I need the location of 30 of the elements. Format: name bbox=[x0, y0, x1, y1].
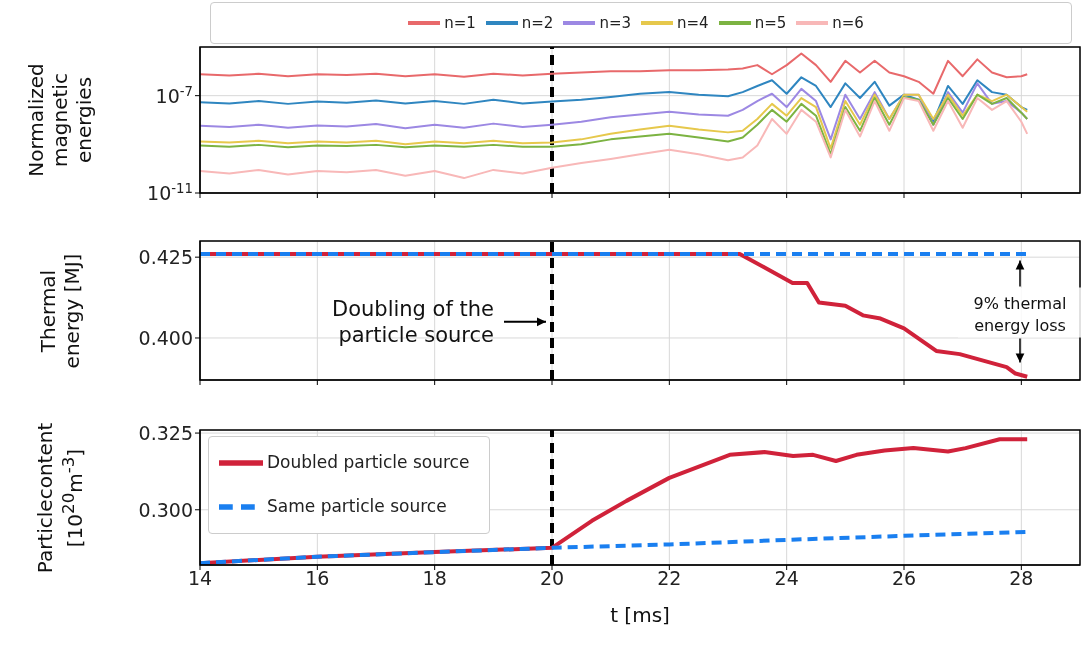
x-tick-label: 16 bbox=[305, 567, 330, 590]
x-tick-label: 14 bbox=[187, 567, 213, 590]
y-tick-label: 0.325 bbox=[138, 422, 193, 445]
legend-label: Doubled particle source bbox=[267, 452, 470, 472]
legend-label: n=4 bbox=[677, 13, 709, 32]
legend-label: n=6 bbox=[832, 13, 864, 32]
x-tick-label: 26 bbox=[891, 567, 917, 590]
annotation: 9% thermal energy loss bbox=[973, 293, 1067, 335]
legend-label: n=3 bbox=[599, 13, 631, 32]
y-tick-label: 0.400 bbox=[138, 326, 193, 349]
annotation: Doubling of the particle source bbox=[331, 296, 494, 347]
x-tick-label: 20 bbox=[539, 567, 565, 590]
y-axis-title: Normalized magnetic energies bbox=[24, 63, 96, 177]
line-series bbox=[200, 97, 1029, 180]
x-tick-label: 18 bbox=[422, 567, 447, 590]
x-tick-label: 28 bbox=[1009, 567, 1034, 590]
line-series bbox=[200, 76, 1029, 123]
legend-label: Same particle source bbox=[267, 496, 447, 516]
legend-label: n=1 bbox=[444, 13, 476, 32]
y-tick-label: 10$^{-11}$ bbox=[147, 180, 193, 204]
y-tick-label: 10$^{-7}$ bbox=[155, 83, 193, 107]
x-axis-title: t [ms] bbox=[609, 603, 671, 627]
y-tick-label: 0.425 bbox=[138, 246, 193, 269]
x-tick-label: 22 bbox=[657, 567, 682, 590]
legend-label: n=2 bbox=[521, 13, 554, 32]
line-series bbox=[200, 52, 1029, 95]
legend-label: n=5 bbox=[754, 13, 787, 32]
x-tick-label: 24 bbox=[774, 567, 799, 590]
y-tick-label: 0.300 bbox=[138, 498, 193, 521]
y-axis-title: Thermal energy [MJ] bbox=[36, 253, 84, 368]
